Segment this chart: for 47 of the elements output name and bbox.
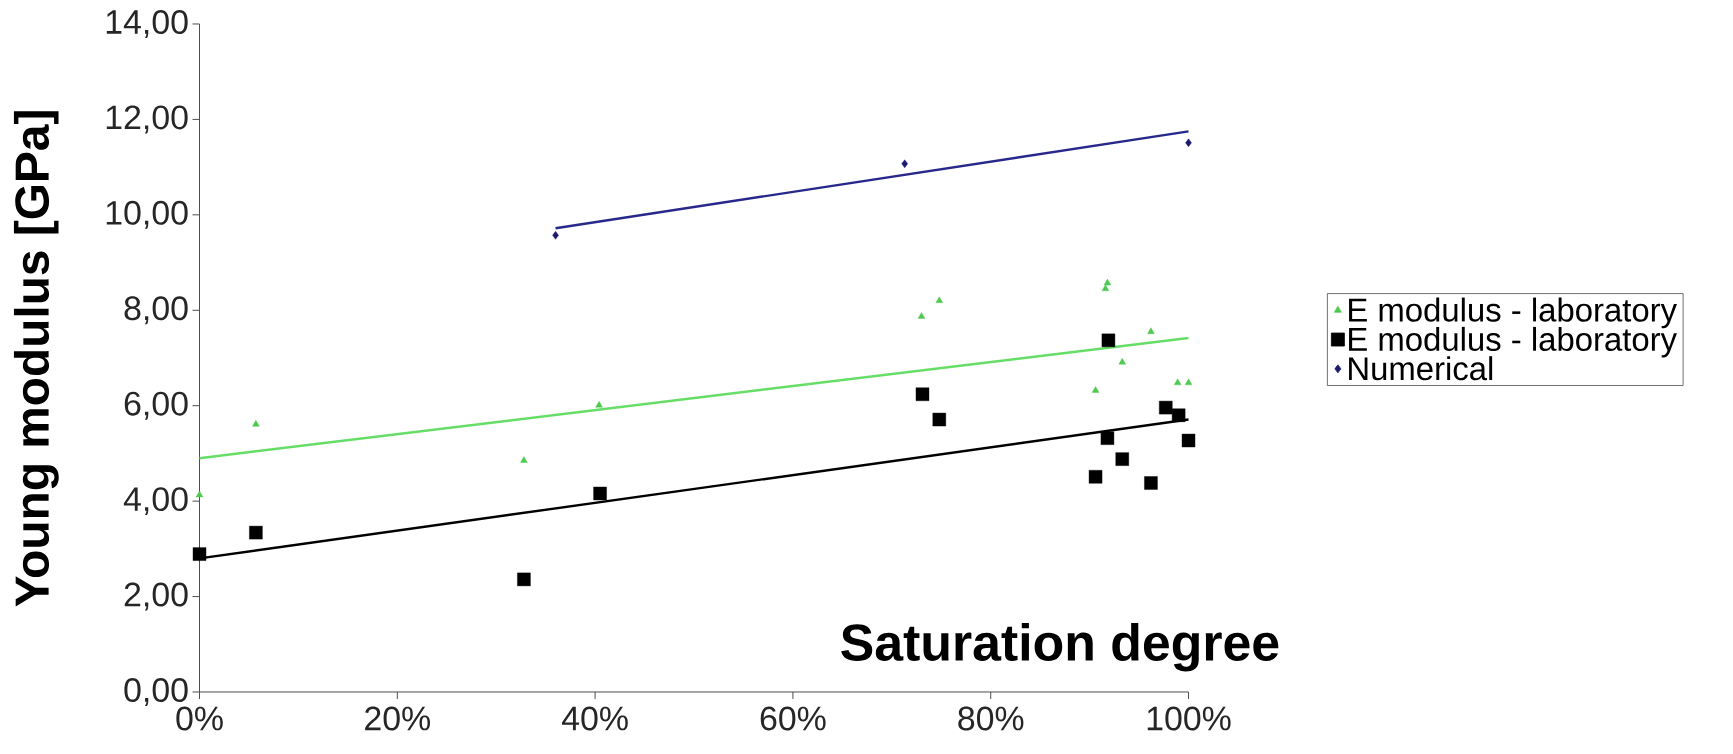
point [1100, 431, 1115, 445]
x-axis-title: Saturation degree [841, 622, 1279, 672]
y-tick-label: 14,00 [106, 9, 188, 38]
point [935, 296, 943, 303]
point [249, 525, 263, 540]
point [595, 401, 603, 408]
y-axis-title: Young modulus [GPa] [13, 111, 59, 607]
point [901, 159, 908, 168]
point [520, 456, 528, 463]
y-tick-label: 12,00 [106, 105, 188, 134]
y-tick-label: 4,00 [123, 487, 188, 516]
x-tick-label: 80% [958, 706, 1024, 731]
point [1171, 408, 1186, 422]
point [1147, 327, 1155, 334]
point [1159, 400, 1173, 415]
point [1088, 470, 1103, 484]
point [1184, 378, 1193, 385]
point [517, 572, 531, 587]
point [192, 547, 207, 561]
legend-label: Numerical [1349, 356, 1493, 381]
point [915, 387, 930, 401]
x-tick-label: 100% [1147, 706, 1231, 731]
y-tick-label: 2,00 [124, 582, 188, 611]
x-tick-label: 60% [760, 706, 826, 731]
point [1091, 386, 1100, 393]
point [1173, 378, 1182, 385]
y-tick-label: 6,00 [124, 391, 188, 420]
point [1115, 452, 1129, 466]
x-tick-label: 40% [562, 706, 628, 731]
y-tick-label: 0,00 [124, 677, 188, 706]
x-tick-label: 20% [365, 706, 430, 731]
point [593, 486, 607, 501]
point [1101, 333, 1116, 348]
point [1144, 476, 1158, 490]
point [1181, 433, 1196, 448]
x-tick-label: 0% [176, 706, 223, 731]
point [932, 412, 946, 427]
point [1185, 138, 1192, 147]
point [917, 312, 926, 319]
point [1103, 278, 1112, 286]
point [1101, 284, 1110, 291]
point [1118, 358, 1126, 365]
y-tick-label: 10,00 [106, 200, 188, 229]
y-tick-label: 8,00 [124, 296, 188, 325]
point [252, 420, 260, 427]
point [552, 231, 559, 240]
point [195, 490, 204, 498]
